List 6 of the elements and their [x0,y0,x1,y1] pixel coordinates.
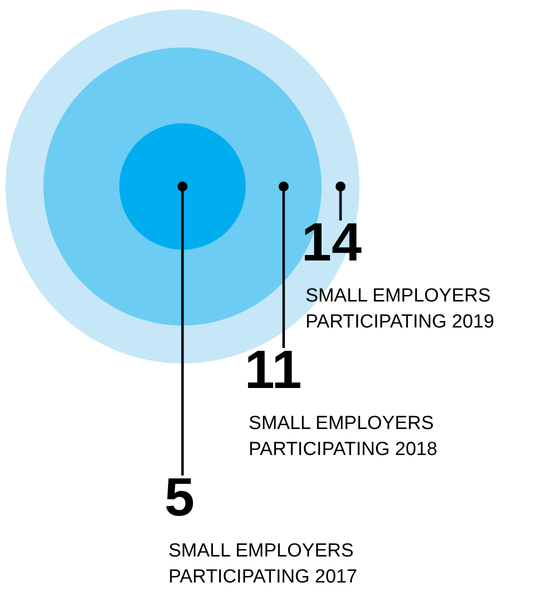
data-label: 14 [302,212,362,272]
category-label: SMALL EMPLOYERS PARTICIPATING 2019 [306,286,494,332]
category-label: SMALL EMPLOYERS PARTICIPATING 2018 [248,413,438,460]
category-label: SMALL EMPLOYERS PARTICIPATING 2017 [168,540,358,588]
data-label: 5 [164,468,195,528]
data-label: 11 [244,340,302,400]
